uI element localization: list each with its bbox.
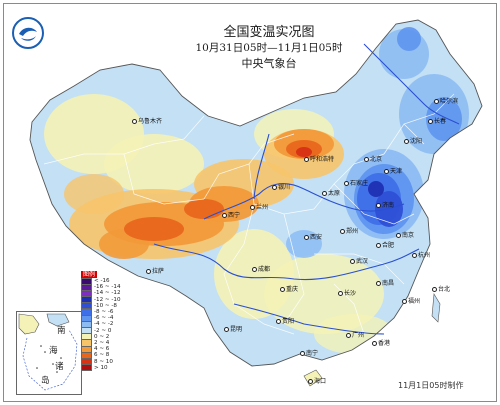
city-label-shenyang: 沈阳 [404, 136, 422, 145]
legend-label: -12 ~ -10 [94, 296, 121, 303]
legend-label: 4 ~ 6 [94, 346, 110, 353]
legend-label: -2 ~ 0 [94, 327, 112, 334]
map-title: 全国变温实况图 [223, 25, 315, 40]
map-title-block: 全国变温实况图 10月31日05时—11月1日05时 中央气象台 [174, 24, 364, 72]
city-label-hohhot: 呼和浩特 [304, 154, 334, 163]
city-label-wuhan: 武汉 [350, 256, 368, 265]
legend-label: -10 ~ -8 [94, 302, 117, 309]
legend-label: 6 ~ 8 [94, 352, 110, 359]
city-label-haikou: 海口 [308, 376, 326, 385]
city-label-beijing: 北京 [364, 154, 382, 163]
city-label-taiyuan: 太原 [322, 188, 340, 197]
inset-label-dao: 岛 [41, 376, 50, 386]
city-label-taipei: 台北 [432, 284, 450, 293]
map-frame: 全国变温实况图 10月31日05时—11月1日05时 中央气象台 乌鲁木齐 呼和… [3, 3, 497, 402]
legend-label: -16 ~ -14 [94, 284, 121, 291]
legend-label: 0 ~ 2 [94, 333, 110, 340]
city-label-changchun: 长春 [428, 116, 446, 125]
cma-logo [12, 17, 44, 49]
city-label-harbin: 哈尔滨 [434, 96, 458, 105]
legend-label: -4 ~ -2 [94, 321, 114, 328]
legend-label: 8 ~ 10 [94, 358, 113, 365]
city-label-xining: 西宁 [222, 210, 240, 219]
city-label-xian: 西安 [304, 232, 322, 241]
legend-label: 2 ~ 4 [94, 339, 110, 346]
city-label-urumqi: 乌鲁木齐 [132, 116, 162, 125]
legend-rows: < -16 -16 ~ -14 -14 ~ -12 -12 ~ -10 -10 ~ -8… [81, 277, 129, 372]
legend-title: 图例 [81, 271, 98, 278]
city-label-nanjing: 南京 [396, 230, 414, 239]
map-legend: 图例 < -16 -16 ~ -14 -14 ~ -12 -12 ~ -10 -10 ~… [81, 271, 129, 372]
legend-label: > 10 [94, 364, 108, 371]
city-label-nanchang: 南昌 [376, 278, 394, 287]
city-label-chongqing: 重庆 [280, 284, 298, 293]
city-label-guangzhou: 广州 [346, 330, 364, 339]
city-label-kunming: 昆明 [224, 324, 242, 333]
inset-label-zhu: 诸 [55, 362, 64, 372]
legend-label: -6 ~ -4 [94, 315, 114, 322]
legend-label: -8 ~ -6 [94, 309, 114, 316]
china-outline [29, 19, 483, 367]
city-label-lhasa: 拉萨 [146, 266, 164, 275]
city-label-hefei: 合肥 [376, 240, 394, 249]
legend-swatch [81, 364, 92, 372]
city-label-shijiazhuang: 石家庄 [344, 178, 368, 187]
city-label-zhengzhou: 郑州 [340, 226, 358, 235]
map-agency: 中央气象台 [241, 57, 297, 70]
inset-map [18, 313, 78, 391]
city-label-jinan: 济南 [376, 200, 394, 209]
legend-item: > 10 [81, 364, 129, 372]
city-label-hangzhou: 杭州 [412, 250, 430, 259]
city-label-lanzhou: 兰州 [250, 202, 268, 211]
legend-label: -14 ~ -12 [94, 290, 121, 297]
inset-label-nan: 南 [57, 326, 66, 336]
south-china-sea-inset: 南 海 诸 岛 [16, 311, 82, 395]
city-label-fuzhou: 福州 [402, 296, 420, 305]
city-label-changsha: 长沙 [338, 288, 356, 297]
city-label-chengdu: 成都 [252, 264, 270, 273]
inset-label-hai: 海 [49, 346, 58, 356]
city-label-nanning: 南宁 [300, 348, 318, 357]
map-period: 10月31日05时—11月1日05时 [195, 42, 343, 54]
city-label-guiyang: 贵阳 [276, 316, 294, 325]
production-time: 11月1日05时制作 [398, 381, 464, 390]
city-label-yinchuan: 银川 [272, 182, 290, 191]
city-label-xianggang: 香港 [372, 338, 390, 347]
taiwan-island [431, 293, 441, 323]
legend-label: < -16 [94, 278, 110, 285]
city-label-tianjin: 天津 [384, 166, 402, 175]
